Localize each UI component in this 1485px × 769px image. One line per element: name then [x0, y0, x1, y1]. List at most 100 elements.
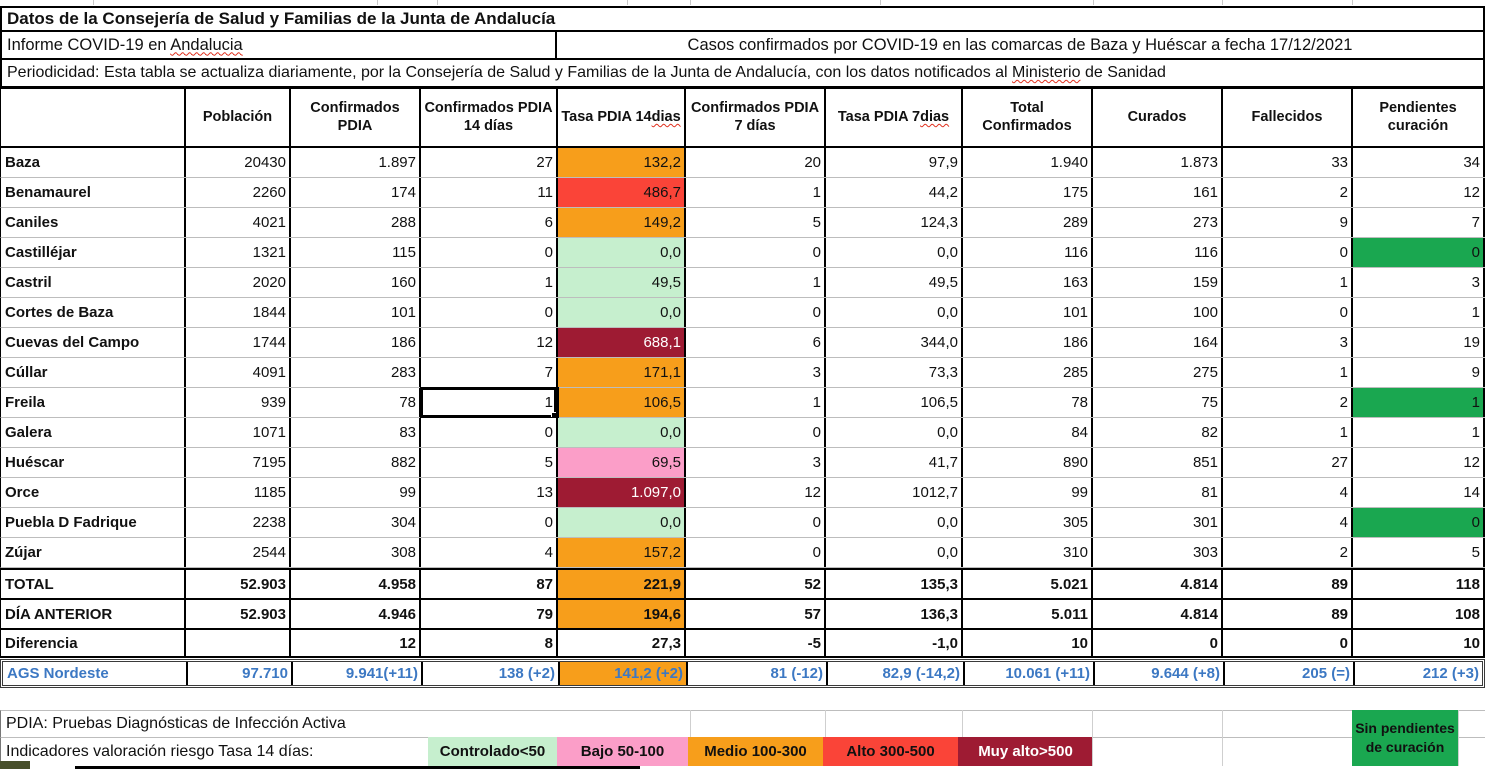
row-label[interactable]: Zújar — [1, 538, 186, 567]
row-label[interactable]: Benamaurel — [1, 178, 186, 207]
table-cell[interactable]: 0 — [686, 538, 826, 567]
table-cell[interactable]: 0,0 — [558, 418, 686, 447]
table-cell[interactable]: 52.903 — [186, 570, 291, 598]
table-cell[interactable]: 0 — [1223, 630, 1353, 656]
table-cell[interactable]: 2 — [1223, 538, 1353, 567]
table-cell[interactable]: 0,0 — [826, 538, 963, 567]
table-cell[interactable]: 1 — [686, 268, 826, 297]
table-cell[interactable]: 0,0 — [826, 238, 963, 267]
table-cell[interactable]: 0 — [686, 418, 826, 447]
table-cell[interactable]: 79 — [421, 600, 558, 628]
table-cell[interactable]: 4 — [1223, 478, 1353, 507]
title-cell-casos[interactable]: Casos confirmados por COVID-19 en las co… — [557, 32, 1485, 60]
table-cell[interactable]: 4.814 — [1093, 600, 1223, 628]
table-cell[interactable]: 27 — [1223, 448, 1353, 477]
table-cell[interactable]: 1071 — [186, 418, 291, 447]
table-cell[interactable]: 0 — [686, 508, 826, 537]
table-cell[interactable]: 0 — [421, 418, 558, 447]
table-cell[interactable]: 82,9 (-14,2) — [828, 662, 965, 685]
table-cell[interactable]: 2 — [1223, 178, 1353, 207]
table-cell[interactable]: 101 — [963, 298, 1093, 327]
legend-alto[interactable]: Alto 300-500 — [823, 737, 958, 766]
table-cell[interactable]: 0 — [1223, 298, 1353, 327]
table-cell[interactable]: 81 (-12) — [688, 662, 828, 685]
table-cell[interactable]: 49,5 — [826, 268, 963, 297]
table-cell[interactable]: 1012,7 — [826, 478, 963, 507]
table-cell[interactable]: 1 — [421, 268, 558, 297]
table-cell[interactable]: 57 — [686, 600, 826, 628]
table-cell[interactable]: 4.958 — [291, 570, 421, 598]
table-cell[interactable]: 1.940 — [963, 148, 1093, 177]
table-cell[interactable]: 486,7 — [558, 178, 686, 207]
table-cell[interactable]: 0 — [1223, 238, 1353, 267]
row-label[interactable]: Cortes de Baza — [1, 298, 186, 327]
table-cell[interactable]: 1.897 — [291, 148, 421, 177]
table-cell[interactable]: 1321 — [186, 238, 291, 267]
table-cell[interactable]: 1 — [1353, 388, 1485, 417]
table-cell[interactable]: 52.903 — [186, 600, 291, 628]
row-label[interactable]: Caniles — [1, 208, 186, 237]
table-cell[interactable]: 41,7 — [826, 448, 963, 477]
table-cell[interactable]: 5 — [421, 448, 558, 477]
table-cell[interactable]: 275 — [1093, 358, 1223, 387]
table-cell[interactable]: 83 — [291, 418, 421, 447]
row-label[interactable]: Castril — [1, 268, 186, 297]
table-cell[interactable]: 10 — [1353, 630, 1485, 656]
table-cell[interactable]: 3 — [1353, 268, 1485, 297]
table-cell[interactable]: 289 — [963, 208, 1093, 237]
table-cell[interactable]: 49,5 — [558, 268, 686, 297]
table-cell[interactable]: 186 — [963, 328, 1093, 357]
table-cell[interactable]: 0 — [1353, 508, 1485, 537]
table-cell[interactable]: 118 — [1353, 570, 1485, 598]
table-cell[interactable]: 108 — [1353, 600, 1485, 628]
table-cell[interactable]: 205 (=) — [1225, 662, 1355, 685]
table-cell[interactable]: 4 — [421, 538, 558, 567]
table-cell[interactable]: 20 — [686, 148, 826, 177]
table-cell[interactable]: 1 — [686, 388, 826, 417]
table-cell[interactable]: 305 — [963, 508, 1093, 537]
column-header[interactable]: Pendientes curación — [1353, 89, 1485, 146]
table-cell[interactable]: 3 — [686, 358, 826, 387]
table-cell[interactable]: 939 — [186, 388, 291, 417]
table-cell[interactable]: 116 — [1093, 238, 1223, 267]
table-cell[interactable]: 0,0 — [558, 298, 686, 327]
table-cell[interactable]: 890 — [963, 448, 1093, 477]
table-cell[interactable]: 160 — [291, 268, 421, 297]
legend-medio[interactable]: Medio 100-300 — [688, 737, 823, 766]
table-cell[interactable]: 0 — [686, 298, 826, 327]
table-cell[interactable]: 9.941(+11) — [293, 662, 423, 685]
table-cell[interactable]: 136,3 — [826, 600, 963, 628]
table-cell[interactable]: 163 — [963, 268, 1093, 297]
table-cell[interactable]: 1844 — [186, 298, 291, 327]
table-cell[interactable]: 285 — [963, 358, 1093, 387]
column-header[interactable]: Población — [186, 89, 291, 146]
column-header[interactable]: Confirmados PDIA — [291, 89, 421, 146]
table-cell[interactable]: 1 — [1223, 418, 1353, 447]
table-cell[interactable]: 97,9 — [826, 148, 963, 177]
table-cell[interactable]: 14 — [1353, 478, 1485, 507]
table-cell[interactable]: 6 — [686, 328, 826, 357]
table-cell[interactable]: 106,5 — [826, 388, 963, 417]
table-cell[interactable]: 27 — [421, 148, 558, 177]
table-cell[interactable]: 116 — [963, 238, 1093, 267]
title-cell-periodicidad[interactable]: Periodicidad: Esta tabla se actualiza di… — [0, 60, 1485, 88]
table-cell[interactable]: 7 — [421, 358, 558, 387]
table-cell[interactable]: 2020 — [186, 268, 291, 297]
table-cell[interactable]: 12 — [291, 630, 421, 656]
column-header[interactable]: Fallecidos — [1223, 89, 1353, 146]
table-cell[interactable]: 8 — [421, 630, 558, 656]
table-cell[interactable]: 0 — [421, 508, 558, 537]
table-cell[interactable]: 1 — [1223, 358, 1353, 387]
table-cell[interactable]: -5 — [686, 630, 826, 656]
table-cell[interactable]: 4021 — [186, 208, 291, 237]
table-cell[interactable]: 33 — [1223, 148, 1353, 177]
table-cell[interactable]: 10.061 (+11) — [965, 662, 1095, 685]
table-cell[interactable]: 5.021 — [963, 570, 1093, 598]
table-cell[interactable]: 288 — [291, 208, 421, 237]
title-cell-informe[interactable]: Informe COVID-19 en Andalucia — [0, 32, 557, 60]
table-cell[interactable]: 89 — [1223, 570, 1353, 598]
table-cell[interactable]: 4.946 — [291, 600, 421, 628]
table-cell[interactable]: 100 — [1093, 298, 1223, 327]
row-label[interactable]: Baza — [1, 148, 186, 177]
table-cell[interactable]: 135,3 — [826, 570, 963, 598]
